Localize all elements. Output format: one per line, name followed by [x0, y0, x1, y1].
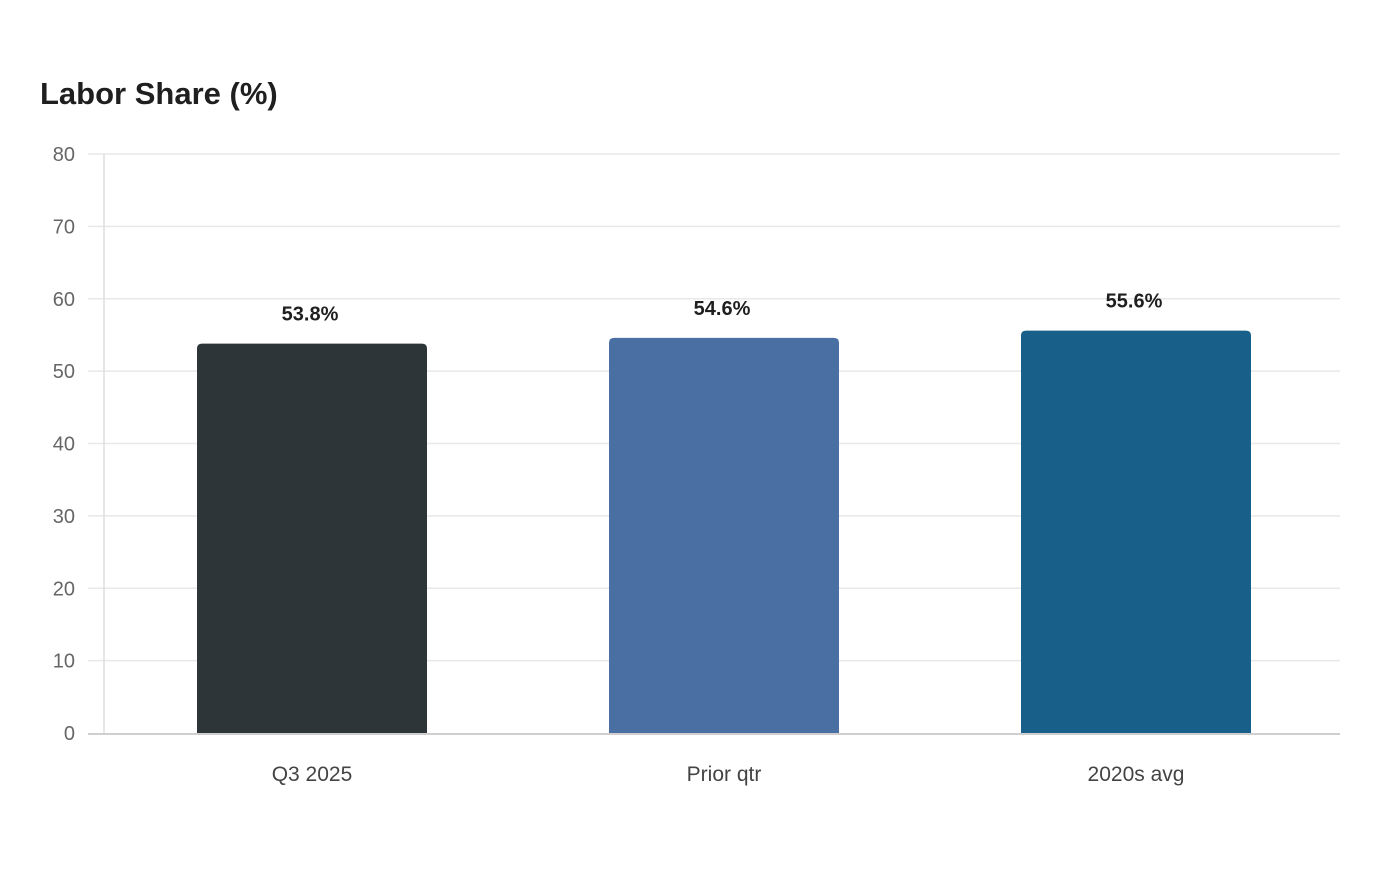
- data-label: 55.6%: [1106, 291, 1163, 313]
- x-tick-label: Prior qtr: [687, 763, 762, 786]
- y-tick-label: 20: [53, 578, 75, 600]
- x-tick-label: 2020s avg: [1088, 763, 1185, 786]
- y-tick-label: 70: [53, 216, 75, 238]
- y-tick-label: 30: [53, 506, 75, 528]
- x-tick-label: Q3 2025: [272, 763, 353, 786]
- bar-q3-2025: [197, 343, 427, 733]
- data-label: 54.6%: [694, 298, 751, 320]
- y-tick-label: 50: [53, 361, 75, 383]
- y-tick-label: 40: [53, 434, 75, 456]
- bar-prior-qtr: [609, 337, 839, 733]
- y-tick-label: 60: [53, 289, 75, 311]
- data-label: 53.8%: [282, 304, 339, 326]
- y-tick-label: 10: [53, 651, 75, 673]
- y-tick-label: 0: [64, 723, 75, 745]
- labels: 0 10 20 30 40 50 60 70 80 53.8% Q3 2025 54.6% Prior …: [53, 144, 1185, 786]
- axes: [88, 154, 1340, 735]
- y-tick-label: 80: [53, 144, 75, 166]
- bar-2020s-avg: [1021, 330, 1251, 733]
- chart-title: Labor Share (%): [40, 76, 278, 111]
- bars: [197, 330, 1251, 733]
